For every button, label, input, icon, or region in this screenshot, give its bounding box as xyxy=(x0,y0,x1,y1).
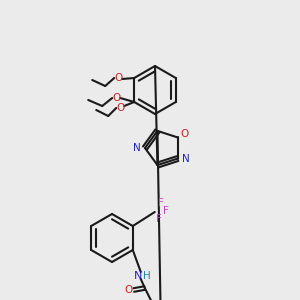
Text: O: O xyxy=(114,73,122,83)
Text: O: O xyxy=(180,129,189,140)
Text: N: N xyxy=(134,271,142,281)
Text: N: N xyxy=(182,154,189,164)
Text: F: F xyxy=(156,214,162,224)
Text: O: O xyxy=(125,285,133,295)
Text: O: O xyxy=(116,103,124,113)
Text: F: F xyxy=(158,198,164,208)
Text: H: H xyxy=(143,271,151,281)
Text: F: F xyxy=(163,206,169,216)
Text: N: N xyxy=(133,143,141,153)
Text: O: O xyxy=(112,93,120,103)
